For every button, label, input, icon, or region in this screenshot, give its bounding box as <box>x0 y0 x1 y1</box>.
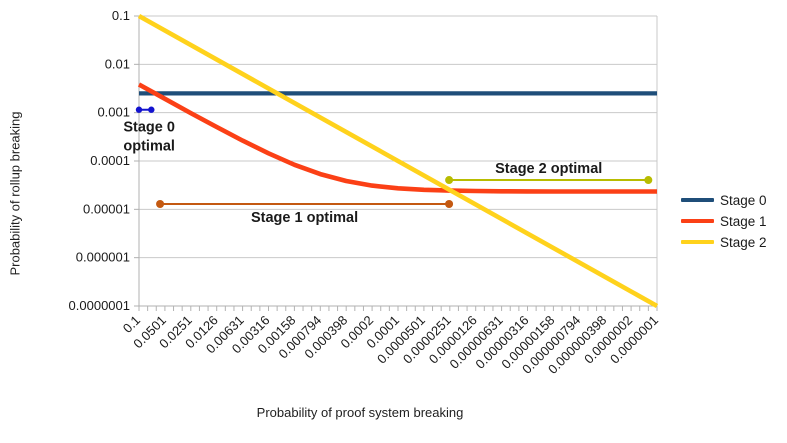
legend-label-stage-1: Stage 1 <box>720 213 767 229</box>
series-line-stage-2 <box>137 13 659 309</box>
stage2-optimal-dot-end <box>644 176 653 185</box>
stage1-optimal-label: Stage 1 optimal <box>251 210 358 226</box>
y-axis-title: Probability of rollup breaking <box>7 111 23 276</box>
y-tick-label: 0.01 <box>105 56 130 71</box>
legend-swatch-stage-0 <box>681 198 714 202</box>
legend-item-stage-1: Stage 1 <box>681 213 767 229</box>
legend: Stage 0 Stage 1 Stage 2 <box>681 192 767 250</box>
stage2-optimal-label: Stage 2 optimal <box>495 161 602 177</box>
y-tick-label: 0.0001 <box>90 153 130 168</box>
y-tick-label: 0.000001 <box>76 250 130 265</box>
legend-item-stage-0: Stage 0 <box>681 192 767 208</box>
legend-label-stage-0: Stage 0 <box>720 192 767 208</box>
legend-swatch-stage-1 <box>681 219 714 223</box>
stage0-optimal-dot-start <box>135 106 143 113</box>
y-tick-label: 0.0000001 <box>69 298 130 313</box>
legend-label-stage-2: Stage 2 <box>720 234 767 250</box>
x-axis-title: Probability of proof system breaking <box>256 405 464 420</box>
stage0-optimal-dot-end <box>148 106 155 113</box>
series-line-stage-1 <box>137 82 657 194</box>
stage1-optimal-dot-start <box>156 199 165 208</box>
legend-swatch-stage-2 <box>681 240 714 244</box>
stage0-optimal-label: Stage 0 optimal <box>123 120 175 155</box>
stage1-optimal-dot-end <box>445 199 454 208</box>
legend-item-stage-2: Stage 2 <box>681 234 767 250</box>
stage2-optimal-dot-start <box>445 176 454 185</box>
y-tick-label: 0.00001 <box>83 201 130 216</box>
y-tick-label: 0.001 <box>97 105 130 120</box>
y-tick-label: 0.1 <box>112 8 130 23</box>
